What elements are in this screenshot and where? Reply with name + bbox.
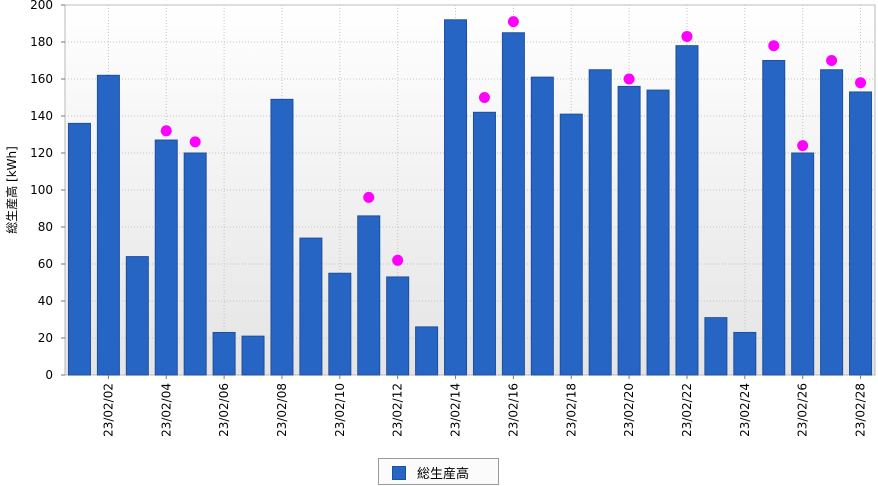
bar-23/02/12 (386, 276, 410, 376)
marker-point-23/02/16 (507, 16, 519, 28)
x-tick-label: 23/02/16 (506, 383, 520, 437)
y-axis-title: 総生産高 [kWh] (4, 146, 19, 234)
bar-23/02/08 (270, 98, 294, 376)
y-tick-label: 200 (30, 0, 53, 12)
bar-23/02/09 (299, 237, 323, 376)
bar-23/02/13 (415, 326, 439, 376)
bar-23/02/02 (96, 74, 120, 376)
y-axis-ticks: 0 20 40 60 80 100 120 140 160 180 200 (30, 0, 65, 382)
x-tick-label: 23/02/18 (564, 383, 578, 437)
y-tick-label: 180 (30, 35, 53, 49)
bar-23/02/18 (559, 113, 583, 376)
x-tick-label: 23/02/10 (333, 383, 347, 437)
x-tick-label: 23/02/02 (101, 383, 115, 437)
bar-23/02/15 (472, 111, 496, 376)
x-tick-label: 23/02/14 (449, 383, 463, 437)
marker-point-23/02/26 (797, 140, 809, 152)
y-tick-label: 140 (30, 109, 53, 123)
x-tick-label: 23/02/04 (159, 383, 173, 437)
bar-23/02/04 (154, 139, 178, 376)
marker-point-23/02/22 (681, 30, 693, 42)
legend-swatch (392, 466, 406, 480)
bar-23/02/20 (617, 85, 641, 376)
legend: 総生産高 (378, 458, 499, 485)
x-tick-label: 23/02/06 (217, 383, 231, 437)
x-tick-label: 23/02/20 (622, 383, 636, 437)
bar-23/02/14 (444, 19, 468, 376)
x-tick-label: 23/02/12 (391, 383, 405, 437)
bars-group (67, 19, 873, 376)
bar-23/02/25 (762, 60, 786, 376)
marker-point-23/02/04 (160, 125, 172, 137)
bar-23/02/23 (704, 317, 728, 376)
bar-23/02/24 (733, 331, 757, 376)
bar-23/02/27 (820, 69, 844, 376)
y-tick-label: 80 (38, 220, 53, 234)
y-tick-label: 20 (38, 331, 53, 345)
x-tick-label: 23/02/24 (738, 383, 752, 437)
bar-23/02/07 (241, 335, 265, 376)
y-tick-label: 0 (45, 368, 53, 382)
y-tick-label: 120 (30, 146, 53, 160)
x-tick-label: 23/02/22 (680, 383, 694, 437)
bar-23/02/22 (675, 45, 699, 376)
x-tick-label: 23/02/26 (796, 383, 810, 437)
bar-23/02/21 (646, 89, 670, 376)
y-tick-label: 160 (30, 72, 53, 86)
marker-point-23/02/11 (363, 191, 375, 203)
legend-label: 総生産高 (417, 467, 470, 482)
bar-23/02/26 (791, 152, 815, 376)
marker-point-23/02/27 (826, 55, 838, 66)
x-tick-label: 23/02/28 (854, 383, 868, 437)
bar-23/02/01 (67, 122, 91, 376)
bar-23/02/19 (588, 69, 612, 376)
x-tick-label: 23/02/08 (275, 383, 289, 437)
y-tick-label: 40 (38, 294, 53, 308)
bar-23/02/03 (125, 256, 149, 376)
bar-23/02/05 (183, 152, 207, 376)
marker-point-23/02/28 (855, 77, 867, 89)
y-tick-label: 60 (38, 257, 53, 271)
bar-23/02/28 (849, 91, 873, 376)
marker-point-23/02/25 (768, 40, 780, 52)
bar-23/02/16 (501, 32, 525, 376)
bar-23/02/10 (328, 272, 352, 376)
bar-23/02/11 (357, 215, 381, 376)
marker-point-23/02/12 (392, 254, 404, 266)
marker-point-23/02/20 (623, 73, 635, 85)
x-axis-ticks: 23/02/02 23/02/04 23/02/06 23/02/08 23/02/10… (101, 375, 868, 437)
marker-point-23/02/15 (478, 92, 490, 103)
marker-point-23/02/05 (189, 136, 201, 148)
y-tick-label: 100 (30, 183, 53, 197)
bar-23/02/17 (530, 76, 554, 376)
markers-group (160, 16, 867, 266)
bar-23/02/06 (212, 331, 236, 376)
